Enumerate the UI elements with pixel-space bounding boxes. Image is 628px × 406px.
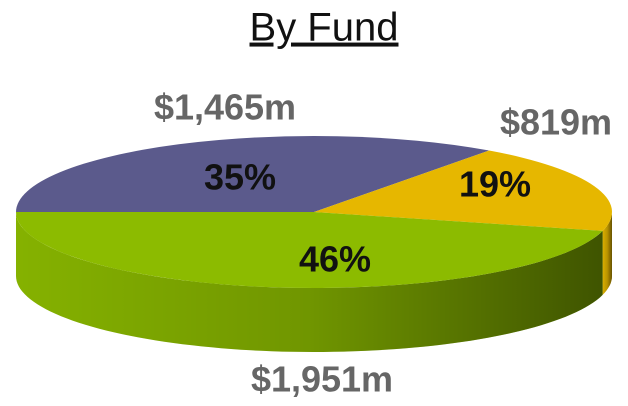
chart-title: By Fund <box>250 6 399 50</box>
value-label: 46% <box>299 239 371 280</box>
amount-label: $1,951m <box>251 359 393 400</box>
slice-side-shade <box>602 212 612 295</box>
slice <box>16 212 603 288</box>
slice <box>16 136 490 212</box>
value-label: 19% <box>459 164 531 205</box>
slice-side-shade <box>16 212 603 352</box>
slice <box>314 150 612 231</box>
value-label: 35% <box>204 157 276 198</box>
amount-label: $1,465m <box>154 87 296 128</box>
amount-label: $819m <box>500 102 612 143</box>
